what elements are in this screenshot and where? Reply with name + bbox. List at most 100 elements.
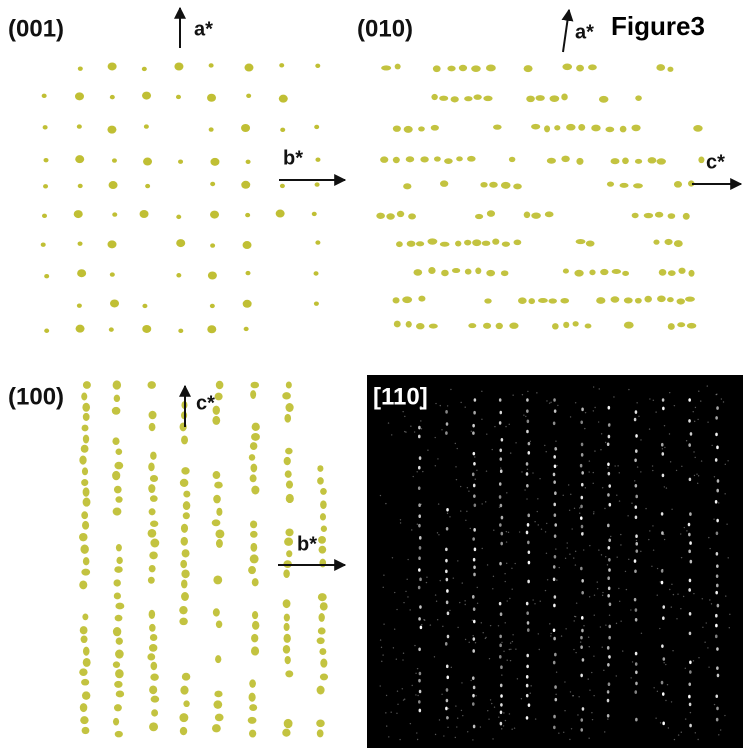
spot: [320, 500, 327, 509]
spot: [181, 524, 188, 533]
panel-background: [367, 375, 743, 748]
spot: [82, 403, 90, 412]
spot: [573, 557, 574, 558]
spot: [183, 501, 190, 510]
spot: [249, 454, 256, 461]
spot: [440, 580, 441, 581]
spot: [404, 416, 405, 417]
spot: [554, 464, 557, 468]
spot: [431, 125, 439, 131]
spot: [681, 732, 682, 733]
spot: [591, 672, 592, 673]
spot: [651, 566, 652, 567]
spot: [715, 635, 718, 639]
spot: [582, 707, 585, 711]
spot: [608, 568, 611, 572]
spot: [538, 524, 539, 525]
spot: [598, 549, 599, 550]
spot: [419, 428, 420, 429]
spot: [669, 433, 670, 434]
spot: [210, 158, 219, 166]
spot: [318, 627, 326, 634]
spot: [472, 739, 473, 740]
spot: [556, 465, 557, 466]
spot: [530, 441, 531, 442]
spot: [395, 64, 401, 70]
spot: [634, 480, 635, 481]
spot: [607, 524, 610, 528]
spot: [112, 407, 121, 415]
spot: [212, 519, 221, 526]
spot: [600, 449, 601, 450]
spot: [150, 475, 158, 482]
spot: [178, 159, 183, 163]
spot: [582, 532, 583, 533]
spot: [440, 405, 441, 406]
spot: [178, 329, 183, 333]
spot: [418, 503, 421, 507]
spot: [283, 569, 290, 578]
spot: [466, 511, 467, 512]
spot: [602, 487, 603, 488]
spot: [593, 386, 594, 387]
spot: [565, 628, 566, 629]
spot: [616, 495, 617, 496]
spot: [473, 484, 476, 488]
spot: [588, 738, 589, 739]
spot: [499, 448, 502, 452]
spot: [115, 615, 123, 622]
spot: [114, 566, 122, 573]
spot: [393, 157, 400, 163]
spot: [457, 560, 458, 561]
spot: [509, 424, 510, 425]
spot: [283, 645, 290, 654]
spot: [42, 94, 47, 98]
spot: [214, 482, 223, 489]
spot: [526, 611, 529, 615]
spot: [424, 620, 425, 621]
spot: [630, 609, 631, 610]
spot: [649, 398, 650, 399]
spot: [83, 557, 90, 565]
spot: [581, 579, 584, 583]
spot: [620, 183, 629, 188]
spot: [213, 495, 221, 504]
spot: [676, 470, 677, 471]
spot: [460, 486, 461, 487]
spot: [76, 325, 85, 333]
spot: [561, 156, 569, 162]
spot: [665, 700, 666, 701]
spot: [580, 674, 583, 678]
spot: [581, 616, 584, 620]
spot: [653, 549, 654, 550]
spot: [563, 322, 569, 328]
spot: [429, 324, 438, 329]
spot: [632, 213, 639, 218]
spot: [150, 662, 157, 670]
spot: [282, 729, 290, 737]
spot: [465, 407, 466, 408]
spot: [447, 405, 448, 406]
spot: [586, 240, 595, 246]
spot: [714, 704, 715, 705]
spot: [285, 448, 292, 455]
spot: [718, 734, 719, 735]
spot: [674, 181, 682, 188]
spot: [446, 688, 449, 692]
spot: [655, 717, 656, 718]
spot: [81, 636, 88, 644]
spot: [473, 94, 481, 100]
spot: [546, 553, 547, 554]
spot: [636, 540, 637, 541]
spot: [386, 695, 387, 696]
spot: [579, 513, 580, 514]
spot: [624, 297, 633, 303]
spot: [112, 437, 119, 445]
spot: [610, 536, 611, 537]
spot: [553, 628, 556, 632]
spot: [645, 508, 646, 509]
spot: [403, 602, 404, 603]
spot: [149, 722, 158, 731]
spot: [708, 666, 709, 667]
spot: [535, 718, 536, 719]
